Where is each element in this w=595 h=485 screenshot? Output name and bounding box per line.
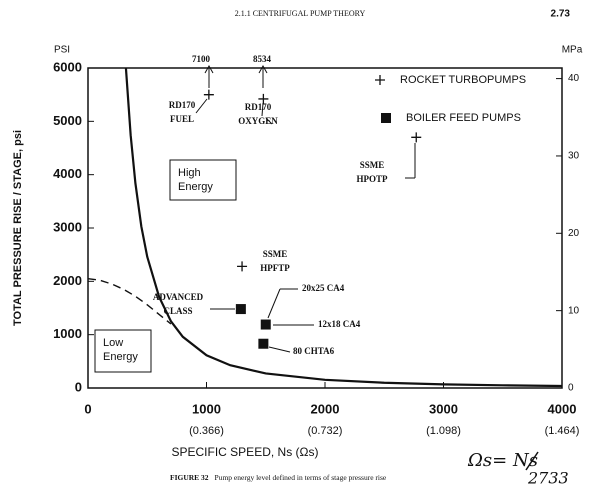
x2-tick-label: (0.732) [308, 425, 343, 437]
leader-line [268, 346, 291, 353]
annotation-line: 80 CHTA6 [293, 346, 335, 356]
region-line: Energy [178, 181, 213, 193]
x-axis-label: SPECIFIC SPEED, Ns (Ωs) [172, 445, 319, 459]
plus-marker [375, 75, 385, 85]
x2-tick-label: (1.464) [545, 425, 580, 437]
x-tick-label: 1000 [192, 401, 221, 416]
region-label: Low Energy [103, 337, 138, 363]
handwritten-note: 2733 [527, 469, 569, 485]
x-tick-label: 3000 [429, 401, 458, 416]
annotation: RD170 OXYGEN [238, 102, 278, 126]
square-marker [381, 113, 391, 123]
plus-marker [411, 132, 422, 143]
y-tick-label: 0 [75, 379, 82, 394]
x-tick-label: 0 [84, 401, 91, 416]
leader-line [267, 288, 281, 319]
annotation-line: HPOTP [357, 174, 389, 184]
region-box [169, 159, 237, 201]
plus-marker [258, 93, 269, 104]
x2-tick-label: (1.098) [426, 425, 461, 437]
plus-marker [237, 261, 248, 272]
square-marker [260, 319, 271, 330]
region-box [94, 329, 152, 373]
x2-tick-label: (0.366) [189, 425, 224, 437]
y-tick-label: 1000 [53, 326, 82, 341]
legend-label: BOILER FEED PUMPS [406, 112, 521, 124]
x-tick-label: 4000 [548, 401, 577, 416]
leader-line [195, 98, 208, 114]
annotation-line: 12x18 CA4 [318, 319, 361, 329]
leader-line [261, 102, 264, 117]
section-header: 2.1.1 CENTRIFUGAL PUMP THEORY [235, 9, 366, 18]
annotation-line: HPFTP [260, 263, 290, 273]
caption-label: FIGURE 32 [170, 473, 209, 482]
y2-unit-label: MPa [562, 45, 583, 56]
annotation-line: ADVANCED [153, 292, 204, 302]
x-tick-label: 2000 [311, 401, 340, 416]
annotation-line: SSME [360, 160, 385, 170]
annotation: RD170 FUEL [169, 100, 196, 124]
offscale-value: 7100 [192, 54, 211, 64]
page-number: 2.73 [551, 9, 571, 20]
y-unit-label: PSI [54, 45, 70, 56]
region-label: High Energy [178, 167, 213, 193]
annotation-line: RD170 [169, 100, 196, 110]
annotation: SSME HPOTP [357, 160, 389, 184]
y-tick-label: 2000 [53, 273, 82, 288]
y-tick-label: 4000 [53, 166, 82, 181]
leader-line [265, 117, 273, 125]
y-tick-label: 5000 [53, 113, 82, 128]
annotation: 80 CHTA6 [293, 346, 335, 356]
annotation-line: SSME [263, 249, 288, 259]
region-line: Low [103, 337, 123, 349]
arrow-head [258, 64, 268, 74]
y2-tick-label: 40 [568, 73, 580, 84]
y-tick-label: 3000 [53, 219, 82, 234]
y-axis-label: TOTAL PRESSURE RISE / STAGE, psi [12, 130, 24, 326]
caption: FIGURE 32 Pump energy level defined in te… [170, 473, 387, 482]
offscale-value: 8534 [253, 54, 272, 64]
handwritten-note: Ωs= Ns [467, 450, 538, 471]
square-marker [235, 304, 246, 315]
legend-label: ROCKET TURBOPUMPS [400, 74, 526, 86]
annotation: SSME HPFTP [260, 249, 290, 273]
y2-tick-label: 30 [568, 151, 580, 162]
y2-tick-label: 0 [568, 383, 574, 394]
handwritten-slash [525, 451, 539, 471]
solid-curve [124, 67, 563, 388]
plus-marker [203, 89, 214, 100]
annotation-line: OXYGEN [238, 116, 278, 126]
square-marker [258, 338, 269, 349]
arrow-head [204, 64, 214, 74]
annotation-line: CLASS [163, 306, 192, 316]
annotation-line: FUEL [170, 114, 194, 124]
y-tick-label: 6000 [53, 59, 82, 74]
annotation-line: RD170 [245, 102, 272, 112]
y2-tick-label: 10 [568, 305, 580, 316]
annotation-line: 20x25 CA4 [302, 283, 345, 293]
caption-text: Pump energy level defined in terms of st… [215, 473, 387, 482]
region-line: High [178, 167, 201, 179]
annotation: 12x18 CA4 [318, 319, 361, 329]
annotation: 20x25 CA4 [302, 283, 345, 293]
annotation: ADVANCED CLASS [153, 292, 204, 316]
y2-tick-label: 20 [568, 228, 580, 239]
dashed-curve [87, 277, 172, 325]
region-line: Energy [103, 351, 138, 363]
